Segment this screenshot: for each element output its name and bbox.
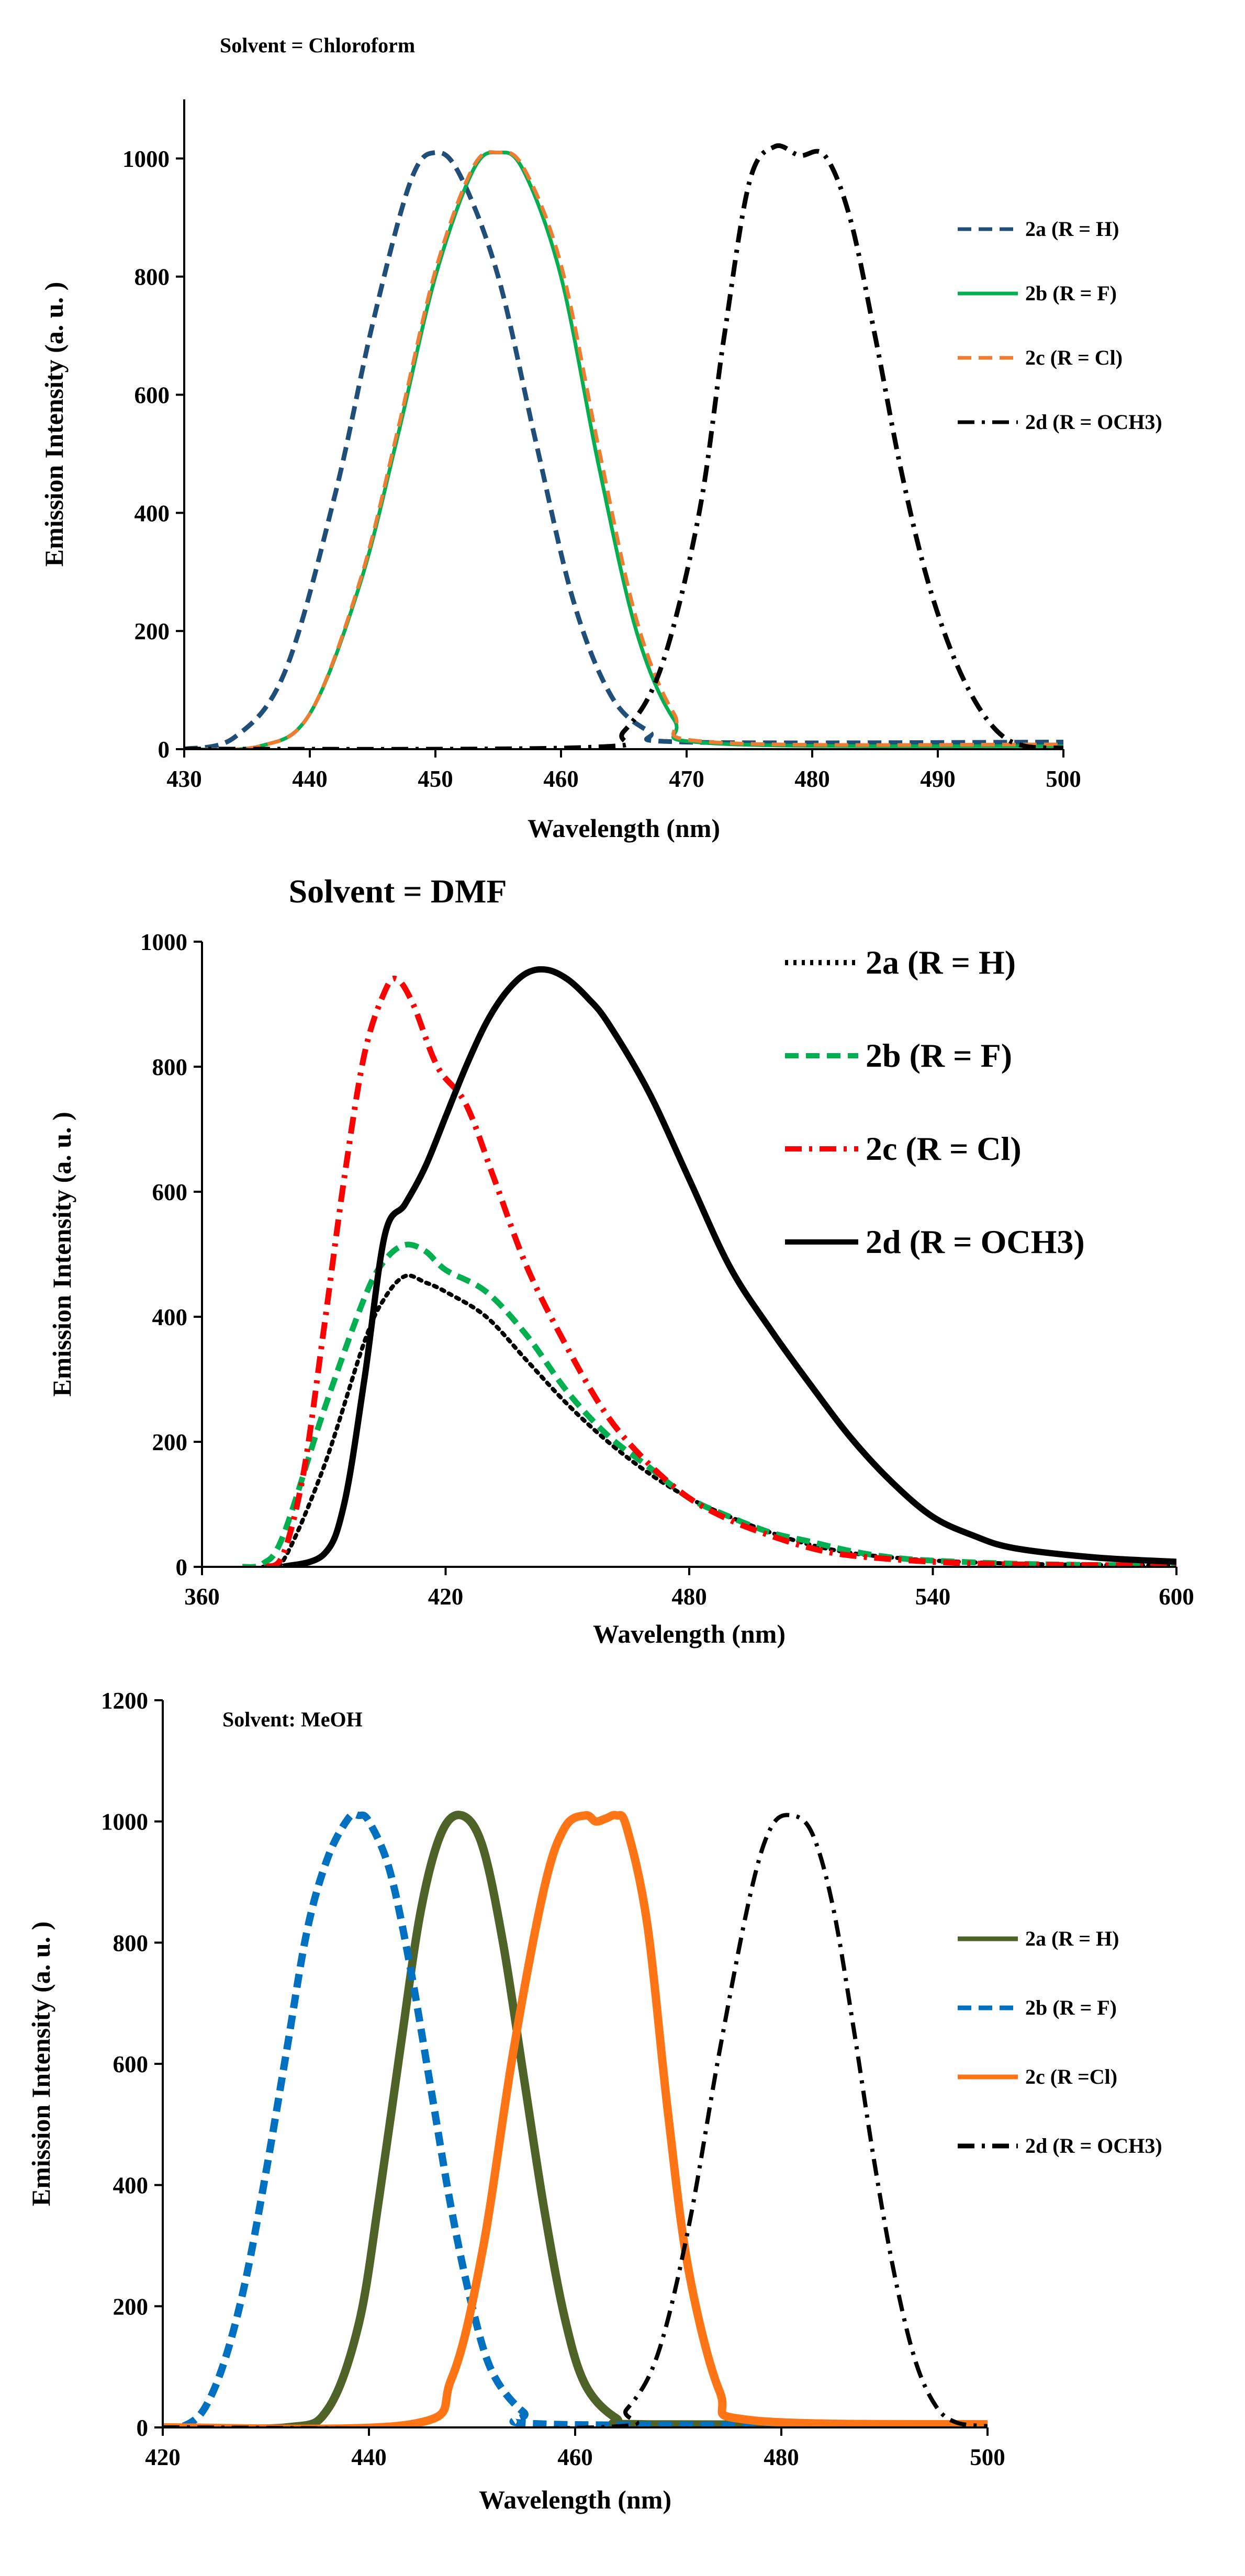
x-tick-label: 430 bbox=[166, 766, 202, 792]
x-tick-label: 360 bbox=[184, 1584, 220, 1610]
y-tick-label: 800 bbox=[113, 1930, 149, 1956]
x-tick-label: 460 bbox=[557, 2444, 593, 2470]
chart-panel-2: Solvent = DMF 0 200 400 600 800 1000 360 420 480 5… bbox=[47, 873, 1194, 1648]
series-line-4 bbox=[282, 966, 1176, 1567]
series-line-2 bbox=[242, 1241, 1176, 1567]
y-tick-label: 200 bbox=[152, 1429, 188, 1455]
y-tick-label: 1000 bbox=[140, 929, 187, 955]
series-line-4 bbox=[163, 1813, 988, 2427]
legend-label-4: 2d (R = OCH3) bbox=[1025, 2134, 1162, 2157]
series-line-4 bbox=[184, 143, 1063, 749]
y-tick-label: 200 bbox=[134, 618, 170, 645]
legend-label-4: 2d (R = OCH3) bbox=[866, 1223, 1085, 1260]
y-tick-label: 600 bbox=[134, 382, 170, 409]
x-tick-label: 600 bbox=[1159, 1584, 1194, 1610]
x-tick-label: 450 bbox=[418, 766, 453, 792]
series-group bbox=[242, 966, 1176, 1567]
series-line-2 bbox=[184, 150, 1063, 749]
x-tick-label: 500 bbox=[1046, 766, 1081, 792]
legend-label-2: 2b (R = F) bbox=[1025, 281, 1117, 305]
x-axis-title: Wavelength (nm) bbox=[479, 2485, 671, 2514]
x-tick-label: 440 bbox=[292, 766, 328, 792]
x-tick-label: 420 bbox=[145, 2444, 181, 2470]
x-tick-label: 470 bbox=[669, 766, 704, 792]
legend-label-4: 2d (R = OCH3) bbox=[1025, 410, 1162, 434]
y-tick-label: 1000 bbox=[122, 146, 170, 172]
y-tick-label: 1200 bbox=[101, 1688, 148, 1714]
x-axis-title: Wavelength (nm) bbox=[528, 814, 720, 843]
y-tick-label: 200 bbox=[113, 2293, 149, 2320]
x-tick-label: 480 bbox=[794, 766, 830, 792]
series-line-2 bbox=[163, 1810, 988, 2427]
series-group bbox=[163, 1810, 988, 2427]
series-line-3 bbox=[184, 150, 1063, 749]
y-tick-label: 0 bbox=[158, 737, 170, 763]
y-tick-label: 400 bbox=[152, 1304, 188, 1330]
chart-title: Solvent = Chloroform bbox=[220, 33, 415, 57]
series-group bbox=[184, 143, 1063, 749]
series-line-1 bbox=[163, 1811, 988, 2427]
y-axis-title: Emission Intensity (a. u. ) bbox=[26, 1922, 55, 2207]
chart-title: Solvent: MeOH bbox=[222, 1708, 363, 1731]
x-tick-label: 540 bbox=[915, 1584, 951, 1610]
chart-title: Solvent = DMF bbox=[289, 873, 507, 910]
x-tick-label: 460 bbox=[543, 766, 579, 792]
legend: 2a (R = H) 2b (R = F) 2c (R =Cl) 2d (R = OC… bbox=[958, 1927, 1162, 2157]
legend-label-1: 2a (R = H) bbox=[1025, 1927, 1119, 1950]
legend: 2a (R = H) 2b (R = F) 2c (R = Cl) 2d (R = O… bbox=[958, 217, 1162, 434]
y-tick-label: 400 bbox=[134, 500, 170, 526]
y-tick-label: 400 bbox=[113, 2173, 149, 2199]
chart-panel-1: Solvent = Chloroform 0 200 400 600 800 1000 430… bbox=[39, 33, 1162, 843]
chart-panel-3: Solvent: MeOH 0 200 400 600 800 1000 1200 420 440… bbox=[26, 1688, 1162, 2514]
y-tick-label: 800 bbox=[134, 264, 170, 290]
y-tick-label: 600 bbox=[113, 2051, 149, 2077]
legend-label-2: 2b (R = F) bbox=[1025, 1996, 1117, 2019]
y-tick-label: 0 bbox=[176, 1554, 188, 1580]
x-tick-label: 490 bbox=[920, 766, 956, 792]
legend-label-1: 2a (R = H) bbox=[866, 944, 1016, 981]
x-tick-label: 420 bbox=[428, 1584, 464, 1610]
x-tick-label: 440 bbox=[351, 2444, 387, 2470]
legend: 2a (R = H) 2b (R = F) 2c (R = Cl) 2d (R = O… bbox=[785, 944, 1085, 1260]
x-axis-title: Wavelength (nm) bbox=[593, 1619, 786, 1648]
series-line-3 bbox=[163, 1811, 988, 2427]
series-line-1 bbox=[184, 150, 1063, 749]
x-tick-label: 500 bbox=[970, 2444, 1005, 2470]
y-axis-title: Emission Intensity (a. u. ) bbox=[47, 1112, 76, 1397]
y-tick-label: 600 bbox=[152, 1179, 188, 1205]
x-tick-label: 480 bbox=[671, 1584, 707, 1610]
legend-label-3: 2c (R = Cl) bbox=[866, 1130, 1022, 1167]
legend-label-3: 2c (R = Cl) bbox=[1025, 346, 1123, 369]
y-tick-label: 800 bbox=[152, 1054, 188, 1080]
y-axis-title: Emission Intensity (a. u. ) bbox=[39, 282, 69, 567]
legend-label-1: 2a (R = H) bbox=[1025, 217, 1119, 241]
legend-label-3: 2c (R =Cl) bbox=[1025, 2065, 1117, 2088]
y-tick-label: 1000 bbox=[101, 1809, 148, 1835]
series-line-1 bbox=[261, 1273, 1176, 1567]
legend-label-2: 2b (R = F) bbox=[866, 1037, 1012, 1074]
y-tick-label: 0 bbox=[137, 2415, 149, 2441]
x-tick-label: 480 bbox=[764, 2444, 799, 2470]
series-line-3 bbox=[265, 975, 1176, 1567]
